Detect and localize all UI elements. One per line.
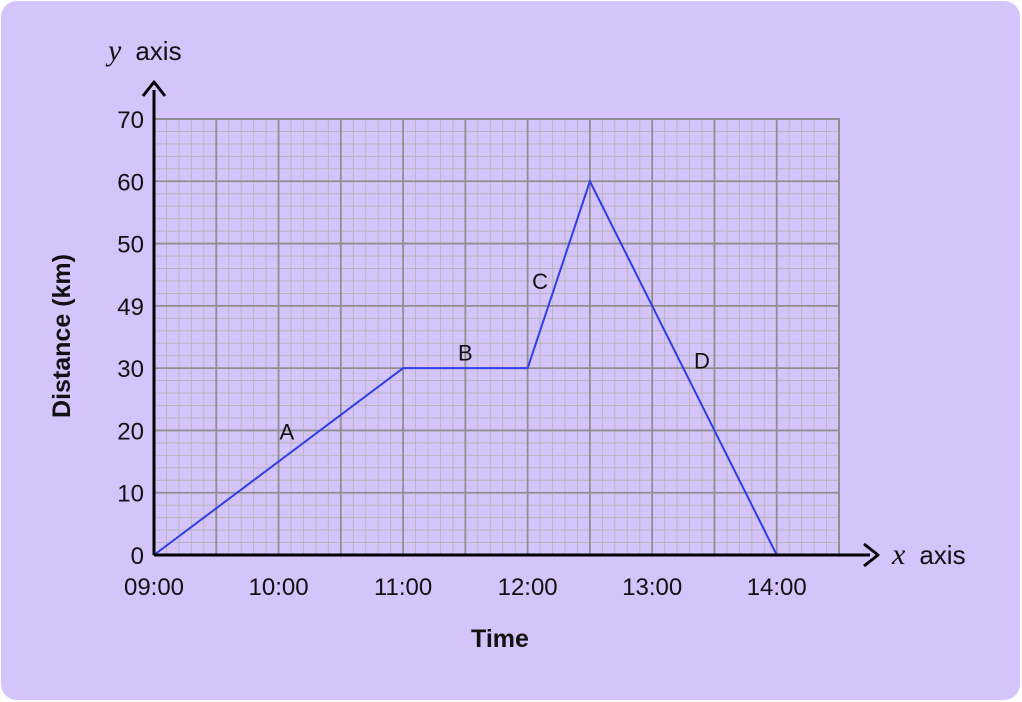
- segment-label-b: B: [458, 341, 473, 366]
- y-tick-label: 0: [131, 543, 144, 570]
- y-tick-label: 49: [117, 294, 144, 321]
- y-tick-labels: 0 10 20 30 49 50 60 70: [117, 107, 144, 570]
- plot-border: [153, 118, 840, 556]
- x-axis-arrowhead: [863, 542, 880, 568]
- grid-major-lines: [153, 118, 840, 556]
- x-tick-label: 13:00: [622, 574, 682, 601]
- segment-label-a: A: [280, 420, 295, 445]
- x-tick-labels: 09:00 10:00 11:00 12:00 13:00 14:00: [124, 574, 807, 601]
- segment-label-c: C: [532, 269, 548, 294]
- series-group: [153, 178, 778, 556]
- x-axis-title: Time: [471, 625, 529, 653]
- y-tick-label: 10: [117, 481, 144, 508]
- x-tick-label: 12:00: [498, 574, 558, 601]
- x-tick-label: 11:00: [374, 574, 432, 601]
- x-tick-label: 09:00: [124, 574, 184, 601]
- y-tick-label: 70: [117, 107, 144, 134]
- y-axis-title: Distance (km): [48, 254, 76, 418]
- segment-labels: A B C D: [280, 269, 710, 445]
- y-tick-label: 30: [117, 356, 144, 383]
- x-axis-name: x axis: [891, 538, 966, 571]
- x-tick-label: 14:00: [747, 574, 807, 601]
- y-tick-label: 60: [117, 169, 144, 196]
- y-axis-arrowhead: [141, 80, 167, 97]
- grid-minor-lines: [154, 119, 839, 555]
- x-tick-label: 10:00: [249, 574, 309, 601]
- segment-label-d: D: [694, 349, 710, 374]
- y-tick-label: 50: [117, 232, 144, 259]
- axes: [141, 80, 880, 568]
- y-axis-name: y axis: [105, 34, 182, 67]
- distance-line-series-0: [153, 178, 778, 556]
- y-tick-label: 20: [117, 418, 144, 445]
